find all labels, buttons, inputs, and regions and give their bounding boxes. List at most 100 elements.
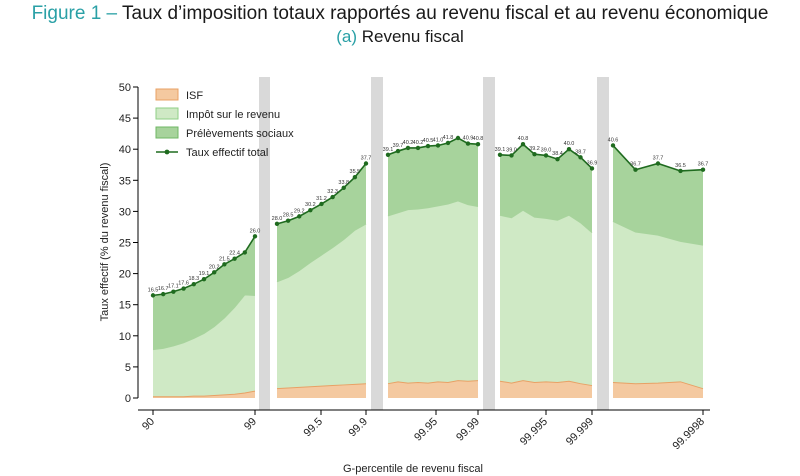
data-label: 38.4 [552,151,563,157]
total-point [475,142,481,147]
y-tick-label: 40 [119,144,131,156]
figure-main-title: Taux d’imposition totaux rapportés au re… [122,3,769,24]
total-point [252,234,258,239]
total-point [222,262,227,267]
total-point [700,167,706,172]
data-label: 37.7 [361,156,372,162]
area-isf [153,391,255,398]
y-tick-label: 50 [119,82,131,94]
legend-swatch [155,88,179,101]
data-label: 22.4 [229,251,240,257]
area-prelevements-sociaux [388,138,478,216]
area-impot-revenu [500,210,592,386]
x-tick-label: 99.99 [454,416,482,444]
panel-gap-3 [483,77,495,410]
x-ticks: 90 99 99.5 99.9 99.95 99.99 99.995 99.999 99.999… [140,410,707,452]
data-label: 28.5 [283,213,294,219]
data-label: 41.0 [433,137,444,143]
y-axis-label: Taux effectif (% du revenu fiscal) [99,163,111,322]
data-label: 39.1 [495,147,506,153]
data-label: 39.0 [541,147,552,153]
data-label: 28.0 [272,216,283,222]
data-label: 40.2 [403,140,414,146]
total-point [415,145,421,151]
data-label: 20.2 [209,264,220,270]
line-isf [153,390,256,398]
legend-label: Prélèvements sociaux [186,128,294,140]
total-point [633,167,638,172]
y-tick-label: 45 [119,113,131,125]
total-point [181,286,186,291]
line-impot-revenu [612,220,704,246]
data-label: 17.1 [168,284,179,290]
total-point [425,143,431,149]
x-tick-label: 99.9 [346,416,370,440]
total-point [242,250,247,255]
data-label: 41.8 [443,135,454,141]
area-isf [613,381,703,398]
total-point [385,152,391,157]
subfigure-title: Revenu fiscal [361,27,464,46]
total-point [405,145,411,151]
data-label: 33.8 [338,180,349,186]
line-impot-revenu [499,209,593,234]
total-point [308,207,313,213]
data-label: 36.7 [698,162,709,168]
data-label: 36.5 [675,163,686,169]
data-label: 40.8 [518,136,529,142]
y-tick-label: 15 [119,300,131,312]
data-label: 36.9 [587,160,598,166]
x-tick-label: 99 [242,416,259,433]
data-label: 40.8 [473,136,484,142]
total-point [352,174,358,180]
y-tick-label: 25 [119,238,131,250]
total-point [610,143,616,148]
total-point [330,194,335,200]
data-label: 38.7 [575,149,586,155]
line-impot-revenu [387,200,479,217]
total-rate-lines [150,135,706,298]
data-label: 18.3 [188,276,199,282]
total-point [555,156,560,162]
data-label: 40.5 [423,138,434,144]
legend-label: Impôt sur le revenu [186,109,280,121]
total-point [566,147,572,152]
total-point [274,221,280,227]
data-label: 17.6 [178,281,189,287]
data-label: 39.1 [383,147,394,153]
total-point [297,214,302,219]
area-prelevements-sociaux [153,236,255,350]
y-tick-label: 10 [119,331,131,343]
data-labels: 16.5 16.7 17.117.618.319.120.2 21.522.4 26.0… [148,135,709,293]
area-impot-revenu [277,223,366,389]
total-point [150,293,156,298]
x-tick-label: 90 [140,416,157,433]
total-point [171,289,176,294]
legend-label: ISF [186,90,203,102]
total-point [455,135,461,141]
line-impot-revenu [152,294,256,351]
data-label: 32.3 [327,189,338,195]
data-label: 31.2 [316,196,327,202]
total-point [497,152,503,157]
legend-swatch [155,126,179,139]
total-point [285,218,291,223]
total-point [191,281,196,287]
total-point [445,140,451,146]
panel-gap-2 [371,77,383,410]
x-axis-label: G-percentile de revenu fiscal [343,463,483,475]
total-point [509,153,514,158]
legend-swatch-point [164,149,170,155]
line-isf [612,381,704,390]
line-taux-effectif-total [387,137,479,156]
title-line-1: Figure 1 – Taux d’imposition totaux rapp… [0,3,800,25]
total-point [395,148,401,154]
data-label: 21.5 [219,256,230,262]
y-tick-label: 30 [119,206,131,218]
total-point [435,143,441,148]
figure-number: Figure 1 – [31,3,118,24]
x-tick-label: 99.9998 [671,416,708,453]
y-ticks: 0 5 10 15 20 25 30 35 40 45 50 [119,82,138,405]
y-tick-label: 5 [125,362,131,374]
